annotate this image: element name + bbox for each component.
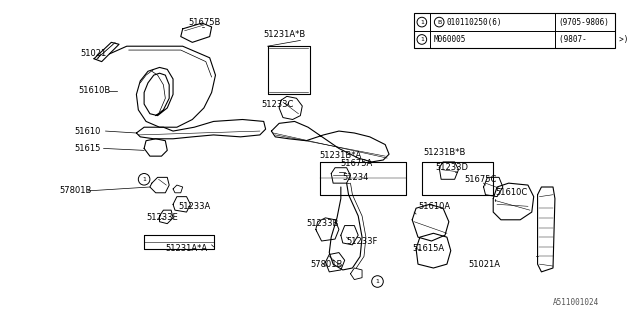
Text: 51233F: 51233F	[347, 236, 378, 245]
Text: B: B	[437, 20, 442, 25]
Text: 51231B*A: 51231B*A	[319, 151, 362, 160]
Text: 1: 1	[420, 37, 424, 42]
Text: 51233B: 51233B	[306, 219, 339, 228]
Text: 51675B: 51675B	[188, 18, 221, 27]
Text: 51610A: 51610A	[418, 202, 450, 211]
Text: 51615: 51615	[75, 144, 101, 153]
Text: 51233A: 51233A	[179, 202, 211, 211]
Text: 57801B: 57801B	[310, 260, 342, 269]
Text: 51233C: 51233C	[262, 100, 294, 108]
Text: (9807-       >): (9807- >)	[559, 35, 628, 44]
Text: (9705-9806): (9705-9806)	[559, 18, 610, 27]
Bar	[414, 13, 614, 48]
Text: 51231A*B: 51231A*B	[264, 30, 306, 39]
Text: A511001024: A511001024	[553, 298, 599, 307]
Text: M060005: M060005	[433, 35, 466, 44]
Text: 51610C: 51610C	[495, 188, 527, 197]
Text: 51233D: 51233D	[435, 163, 468, 172]
Text: 51233E: 51233E	[146, 213, 178, 222]
Text: 51610B: 51610B	[79, 86, 111, 95]
Text: 1: 1	[420, 20, 424, 25]
Text: 51231B*B: 51231B*B	[424, 148, 466, 157]
Text: 51610: 51610	[75, 127, 101, 136]
Text: 57801B: 57801B	[60, 186, 92, 195]
Text: 1: 1	[142, 177, 146, 182]
Text: 1: 1	[376, 279, 380, 284]
Text: 010110250(6): 010110250(6)	[447, 18, 502, 27]
Text: 51615A: 51615A	[412, 244, 444, 253]
Text: 51021A: 51021A	[468, 260, 500, 269]
Text: 51021: 51021	[81, 49, 107, 59]
Text: 51234: 51234	[343, 173, 369, 182]
Text: 51675A: 51675A	[341, 159, 373, 168]
Text: 51231A*A: 51231A*A	[165, 244, 207, 253]
Text: 51675C: 51675C	[464, 175, 497, 184]
